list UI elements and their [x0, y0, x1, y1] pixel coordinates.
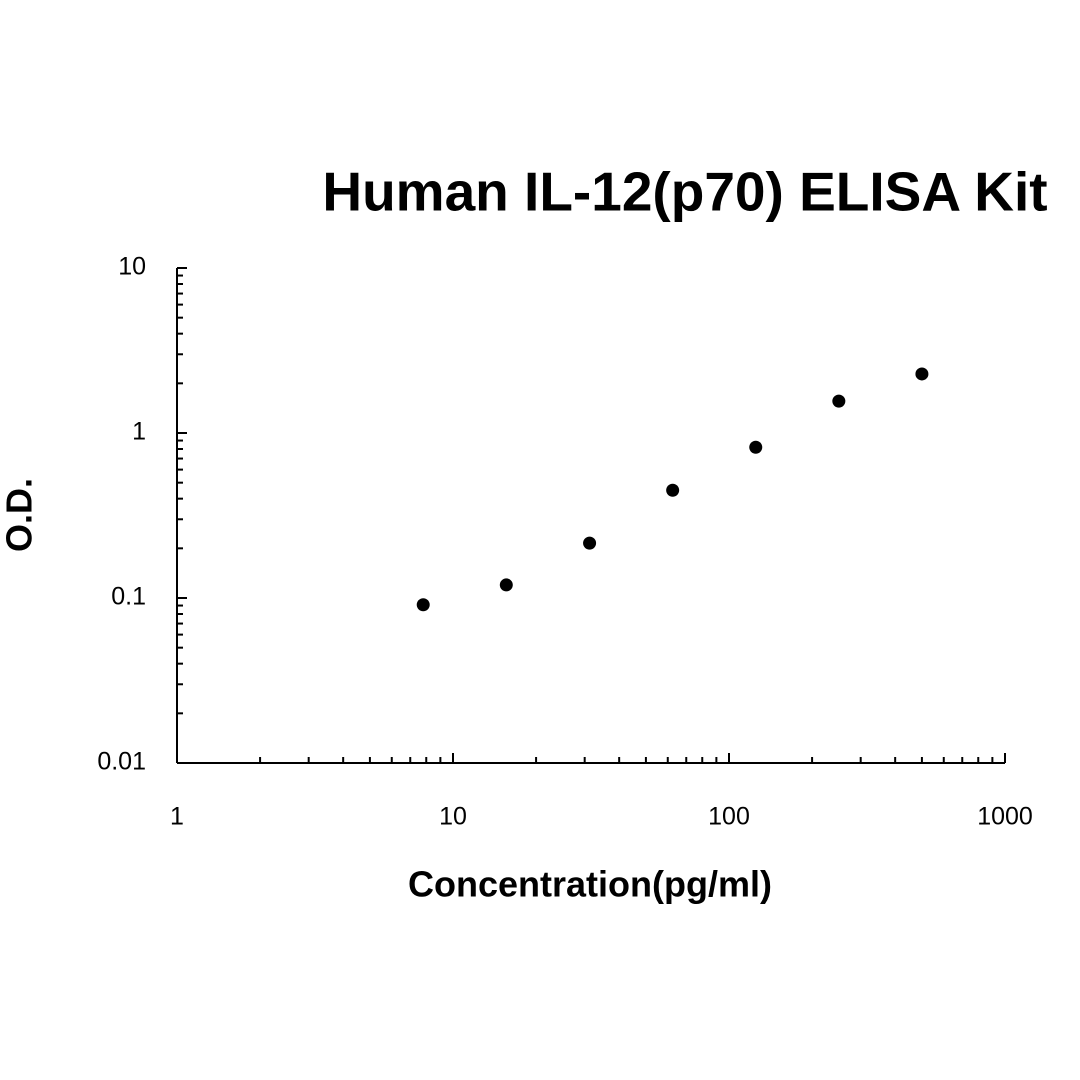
- data-point: [416, 598, 430, 612]
- data-point: [832, 394, 846, 408]
- x-axis-label: Concentration(pg/ml): [408, 864, 772, 905]
- x-tick-label: 100: [708, 803, 750, 831]
- data-point: [666, 483, 680, 497]
- x-tick-label: 1000: [977, 803, 1033, 831]
- x-tick-label: 10: [439, 803, 467, 831]
- y-tick-label: 1: [132, 418, 146, 446]
- data-point: [499, 578, 513, 592]
- y-axis-label: O.D.: [0, 478, 40, 552]
- data-point: [749, 440, 763, 454]
- y-tick-label: 10: [118, 253, 146, 281]
- x-tick-label: 1: [170, 803, 184, 831]
- y-tick-label: 0.01: [97, 748, 146, 776]
- data-point: [915, 367, 929, 381]
- y-tick-label: 0.1: [111, 583, 146, 611]
- data-point: [583, 536, 597, 550]
- chart-title: Human IL-12(p70) ELISA Kit: [322, 161, 1047, 223]
